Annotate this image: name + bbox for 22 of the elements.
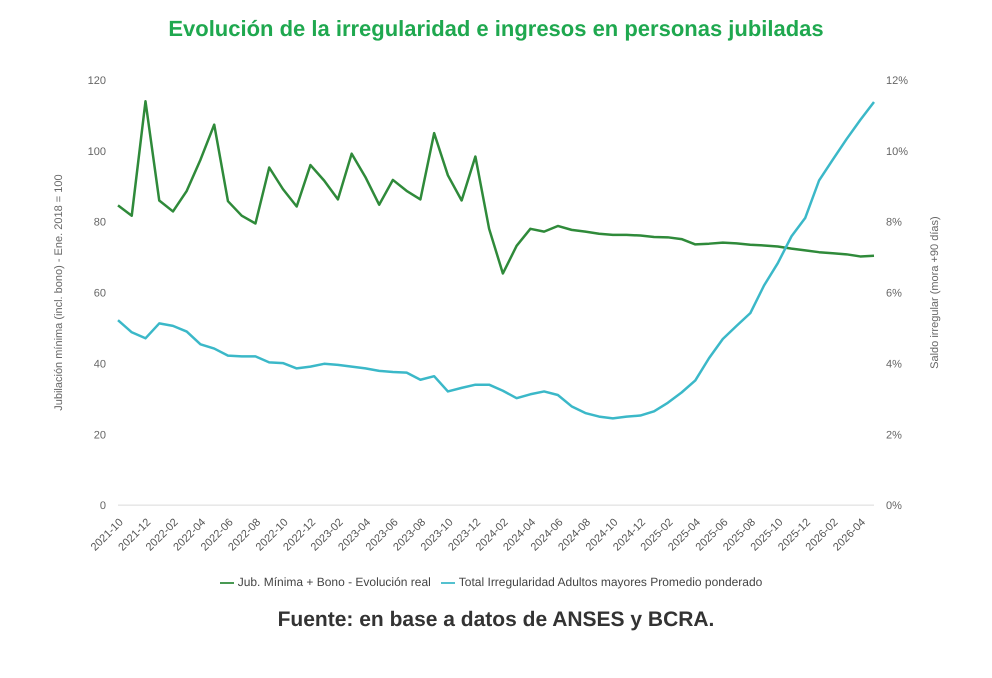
- y-tick-label: 100: [88, 146, 106, 158]
- y-tick-label: 80: [94, 216, 106, 229]
- y-tick-label: 40: [94, 358, 106, 370]
- line-series: [116, 100, 876, 420]
- y-tick-label: 60: [94, 288, 106, 300]
- legend-label: Total Irregularidad Adultos mayores Promedio ponderado: [458, 575, 762, 590]
- y2-tick-label: 8%: [886, 216, 902, 229]
- y2-tick-label: 6%: [886, 288, 902, 300]
- y-tick-label: 0: [100, 500, 106, 512]
- y2-tick-label: 4%: [886, 358, 902, 370]
- line-series: [116, 100, 876, 275]
- y-tick-label: 120: [88, 75, 106, 87]
- source-note: Fuente: en base a datos de ANSES y BCRA.: [276, 608, 716, 632]
- y2-tick-label: 10%: [886, 146, 908, 158]
- y2-tick-label: 0%: [886, 500, 902, 512]
- y-tick-label: 20: [94, 429, 106, 442]
- chart-title: Evolución de la irregularidad e ingresos en personas jubiladas: [167, 16, 825, 43]
- y-axis-title: Jubilación mínima (incl. bono) - Ene. 2018 = 100: [52, 174, 65, 411]
- legend-label: Jub. Mínima + Bono - Evolución real: [238, 575, 431, 590]
- y2-tick-label: 12%: [886, 75, 908, 87]
- y2-axis-title: Saldo irregular (mora +90 días): [928, 216, 941, 369]
- y2-tick-label: 2%: [886, 429, 902, 442]
